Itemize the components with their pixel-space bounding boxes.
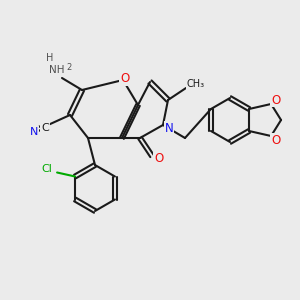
Text: O: O [120, 73, 130, 85]
Text: O: O [272, 94, 281, 106]
Text: 2: 2 [66, 64, 72, 73]
Text: N: N [30, 127, 38, 137]
Text: Cl: Cl [42, 164, 52, 175]
Text: H: H [46, 53, 54, 63]
Text: N: N [165, 122, 173, 134]
Text: O: O [154, 152, 164, 166]
Text: C: C [41, 123, 49, 133]
Text: O: O [272, 134, 281, 146]
Text: CH₃: CH₃ [187, 79, 205, 89]
Text: NH: NH [49, 65, 65, 75]
